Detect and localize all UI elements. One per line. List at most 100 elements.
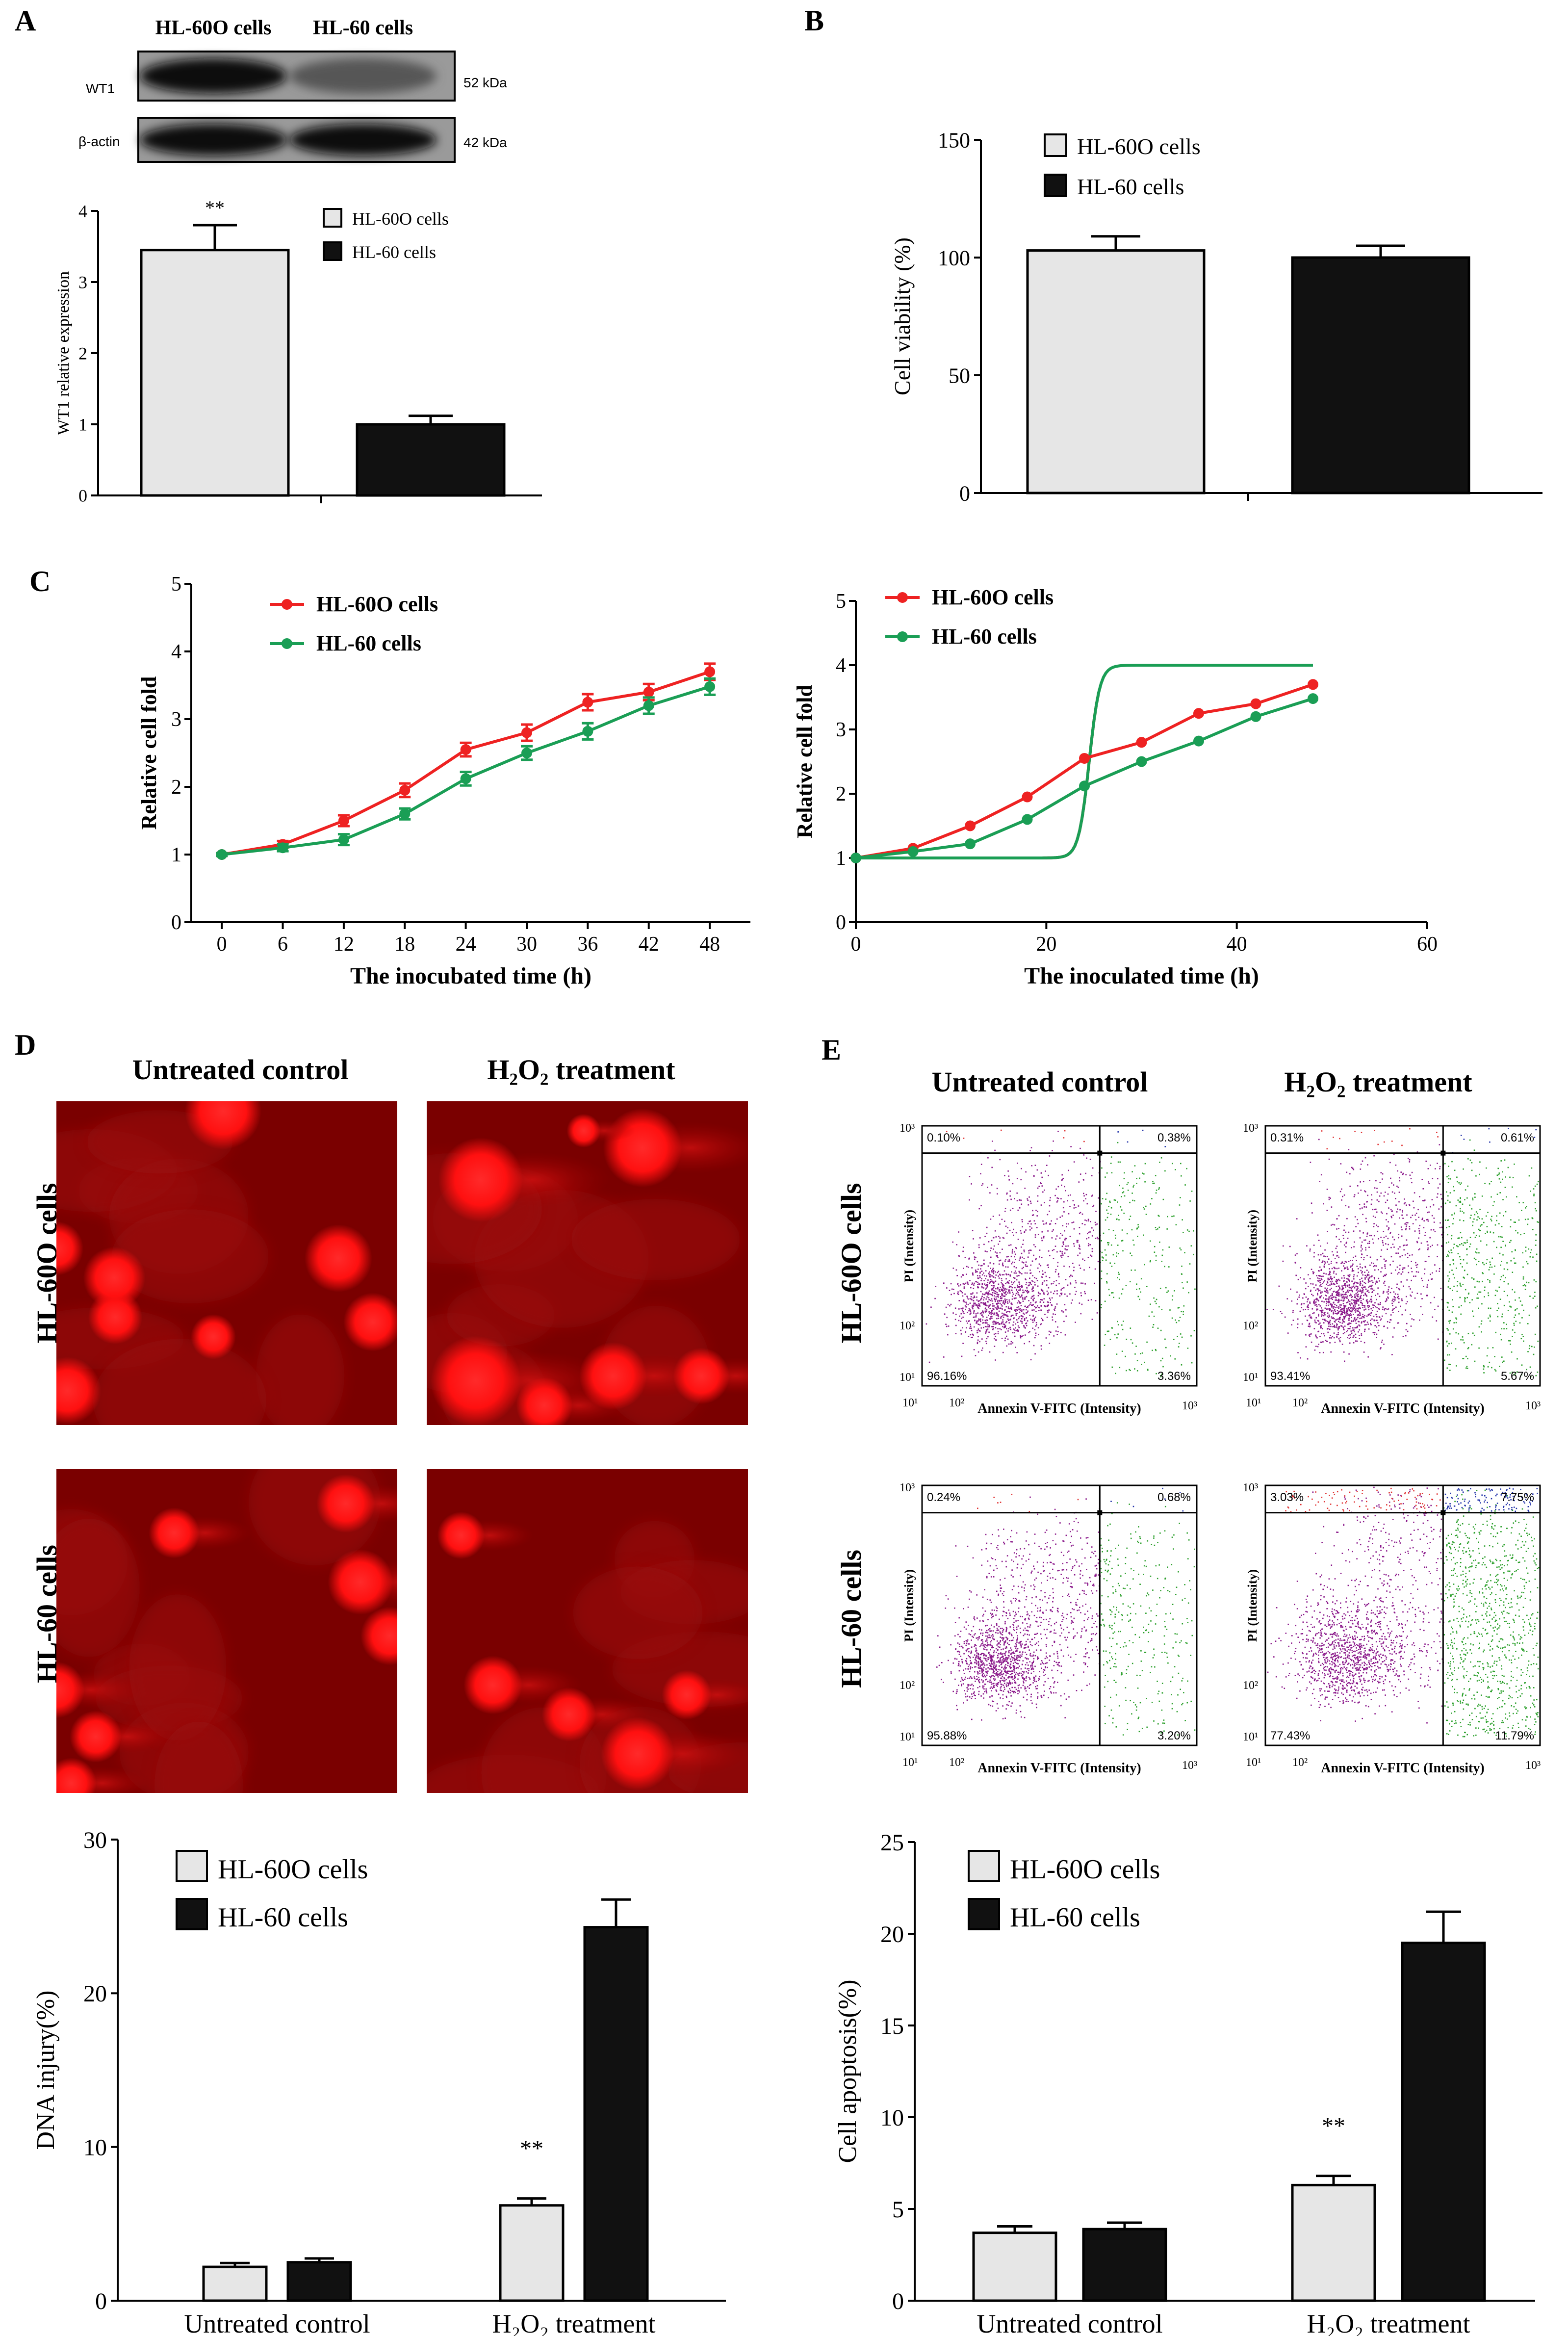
event-dot [1488, 1317, 1489, 1319]
event-dot [1034, 1284, 1036, 1286]
event-dot [1024, 1232, 1025, 1233]
event-dot [1014, 1198, 1015, 1199]
event-dot [1362, 1181, 1364, 1183]
cell-nucleus [305, 1224, 372, 1292]
event-dot [960, 1276, 962, 1278]
event-dot [985, 1288, 986, 1290]
event-dot [1061, 1310, 1063, 1312]
event-dot [1403, 1285, 1404, 1287]
event-dot [1094, 1565, 1096, 1567]
event-dot [1066, 1295, 1068, 1297]
event-dot [1127, 1141, 1129, 1143]
event-dot [1412, 1223, 1414, 1224]
event-dot [1398, 1288, 1400, 1290]
event-dot [1499, 1192, 1501, 1194]
event-dot [1177, 1336, 1178, 1337]
event-dot [991, 1557, 992, 1559]
event-dot [1327, 1231, 1328, 1232]
event-dot [1481, 1218, 1483, 1220]
event-dot [1044, 1658, 1046, 1660]
event-dot [982, 1183, 984, 1185]
event-dot [1069, 1293, 1071, 1295]
event-dot [995, 1339, 997, 1341]
event-dot [1489, 1183, 1491, 1185]
micrograph-content [427, 1511, 748, 1793]
event-dot [1330, 1325, 1332, 1327]
event-dot [1371, 1284, 1373, 1286]
event-dot [1178, 1346, 1180, 1348]
event-dot [963, 1301, 965, 1303]
event-dot [991, 1310, 993, 1311]
event-dot [1380, 1237, 1382, 1238]
event-dot [1348, 1231, 1350, 1233]
event-dot [978, 1303, 980, 1304]
event-dot [1014, 1309, 1016, 1311]
event-dot [1060, 1198, 1062, 1199]
event-dot [1532, 1256, 1534, 1258]
event-dot [1367, 1302, 1368, 1304]
event-dot [1040, 1309, 1042, 1311]
event-dot [1091, 1227, 1093, 1229]
event-dot [971, 1306, 973, 1308]
event-dot [1472, 1315, 1474, 1317]
event-dot [992, 1328, 994, 1330]
event-dot [976, 1679, 977, 1680]
event-dot [1357, 1296, 1359, 1298]
event-dot [1453, 1190, 1455, 1192]
micrograph-content [427, 1108, 748, 1425]
event-dot [1013, 1585, 1015, 1587]
event-dot [1380, 1271, 1382, 1272]
event-dot [1347, 1238, 1349, 1239]
event-dot [1398, 1298, 1400, 1299]
event-dot [987, 1644, 989, 1645]
event-dot [1500, 1333, 1501, 1335]
event-dot [1017, 1635, 1018, 1636]
event-dot [1479, 1173, 1480, 1175]
event-dot [1364, 1157, 1366, 1159]
event-dot [987, 1300, 988, 1302]
event-dot [1172, 1295, 1174, 1297]
event-dot [968, 1267, 969, 1268]
event-dot [1004, 1326, 1006, 1328]
event-dot [1023, 1258, 1025, 1259]
event-dot [1028, 1677, 1030, 1678]
event-dot [1355, 1309, 1357, 1310]
event-dot [989, 1637, 991, 1638]
event-dot [1021, 1321, 1023, 1323]
event-dot [1360, 1285, 1361, 1286]
event-dot [1369, 1256, 1371, 1258]
event-dot [1507, 1167, 1509, 1168]
event-dot [988, 1305, 990, 1307]
event-dot [1405, 1329, 1407, 1330]
event-dot [1011, 1289, 1013, 1291]
event-dot [1346, 1266, 1348, 1268]
event-dot [1518, 1297, 1520, 1298]
event-dot [1407, 1244, 1408, 1246]
background-haze [56, 1518, 140, 1657]
event-dot [1019, 1660, 1021, 1661]
event-dot [1387, 1327, 1388, 1329]
event-dot [1427, 1212, 1429, 1214]
event-dot [1028, 1252, 1030, 1254]
event-dot [1357, 1287, 1359, 1289]
event-dot [1392, 1312, 1394, 1313]
event-dot [1083, 1620, 1085, 1622]
event-dot [979, 1272, 981, 1273]
event-dot [1121, 1350, 1123, 1352]
event-dot [1398, 1201, 1400, 1203]
event-dot [1329, 1271, 1331, 1272]
event-dot [1360, 1295, 1362, 1297]
event-dot [1297, 1298, 1298, 1300]
event-dot [1342, 1288, 1344, 1290]
event-dot [1083, 1141, 1085, 1142]
event-dot [1329, 1322, 1331, 1324]
legend-swatch [1044, 174, 1067, 197]
cell-nucleus [360, 1607, 397, 1665]
event-dot [962, 1307, 964, 1309]
event-dot [1095, 1555, 1097, 1557]
event-dot [1298, 1297, 1300, 1298]
event-dot [1162, 1198, 1164, 1200]
event-dot [1025, 1284, 1027, 1285]
event-dot [1384, 1264, 1386, 1266]
event-dot [1353, 1276, 1355, 1277]
